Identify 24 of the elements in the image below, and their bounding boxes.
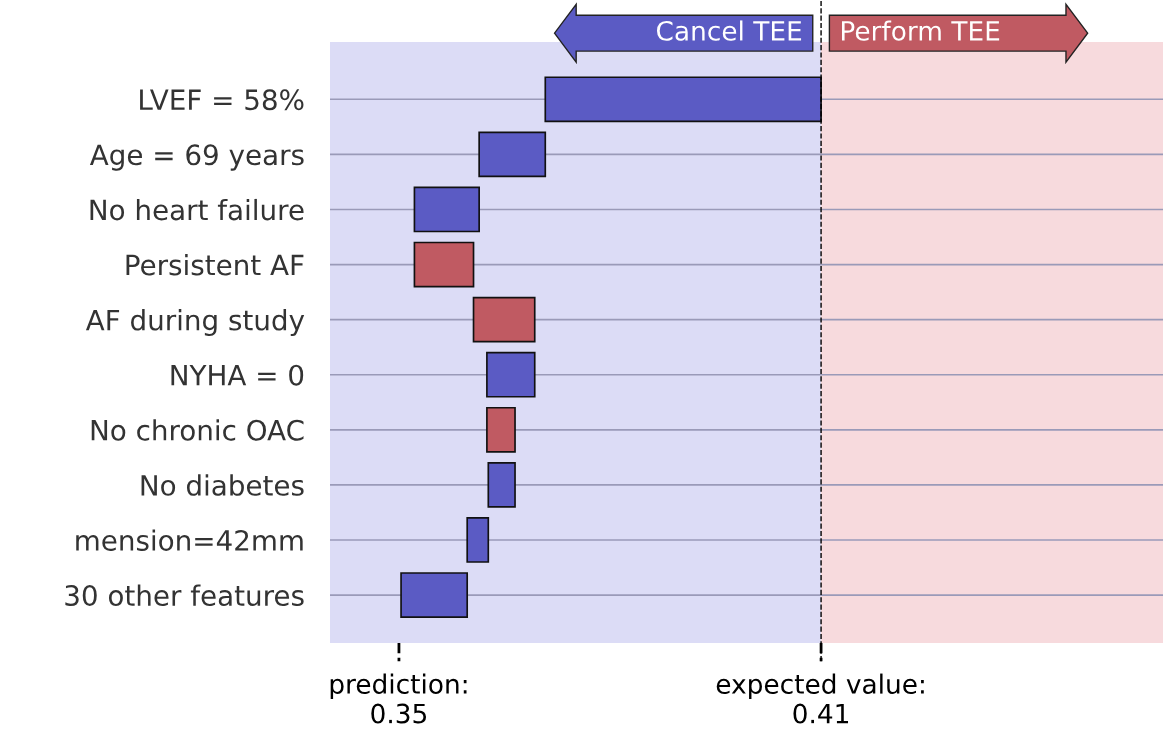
y-tick-label: NYHA = 0	[171, 364, 304, 386]
y-tick-label: Age = 69 years	[89, 144, 304, 171]
bar	[400, 572, 469, 618]
y-tick-label: No chronic OAC	[91, 419, 304, 441]
x-tick-label: expected value: 0.41	[716, 673, 924, 724]
bar	[472, 296, 536, 343]
y-tick-label: No diabetes	[141, 474, 304, 496]
bar	[486, 406, 516, 453]
bar	[413, 241, 475, 288]
x-tick-label: prediction: 0.35	[330, 673, 467, 724]
bar	[413, 186, 480, 233]
bar	[466, 517, 490, 563]
y-tick-label: Persistent AF	[126, 254, 304, 276]
y-tick-label: AF during study	[85, 309, 305, 336]
bar	[486, 351, 536, 398]
bar	[487, 462, 516, 508]
y-tick-label: 30 other features	[65, 584, 304, 607]
y-tick-label: No heart failure	[90, 198, 304, 221]
bar	[478, 131, 547, 178]
band-label: Perform TEE	[841, 20, 1000, 41]
y-tick-label: LVEF = 58%	[140, 89, 304, 111]
bar	[544, 76, 822, 123]
y-tick-label: mension=42mm	[76, 529, 303, 551]
band-label: Cancel TEE	[656, 20, 802, 41]
